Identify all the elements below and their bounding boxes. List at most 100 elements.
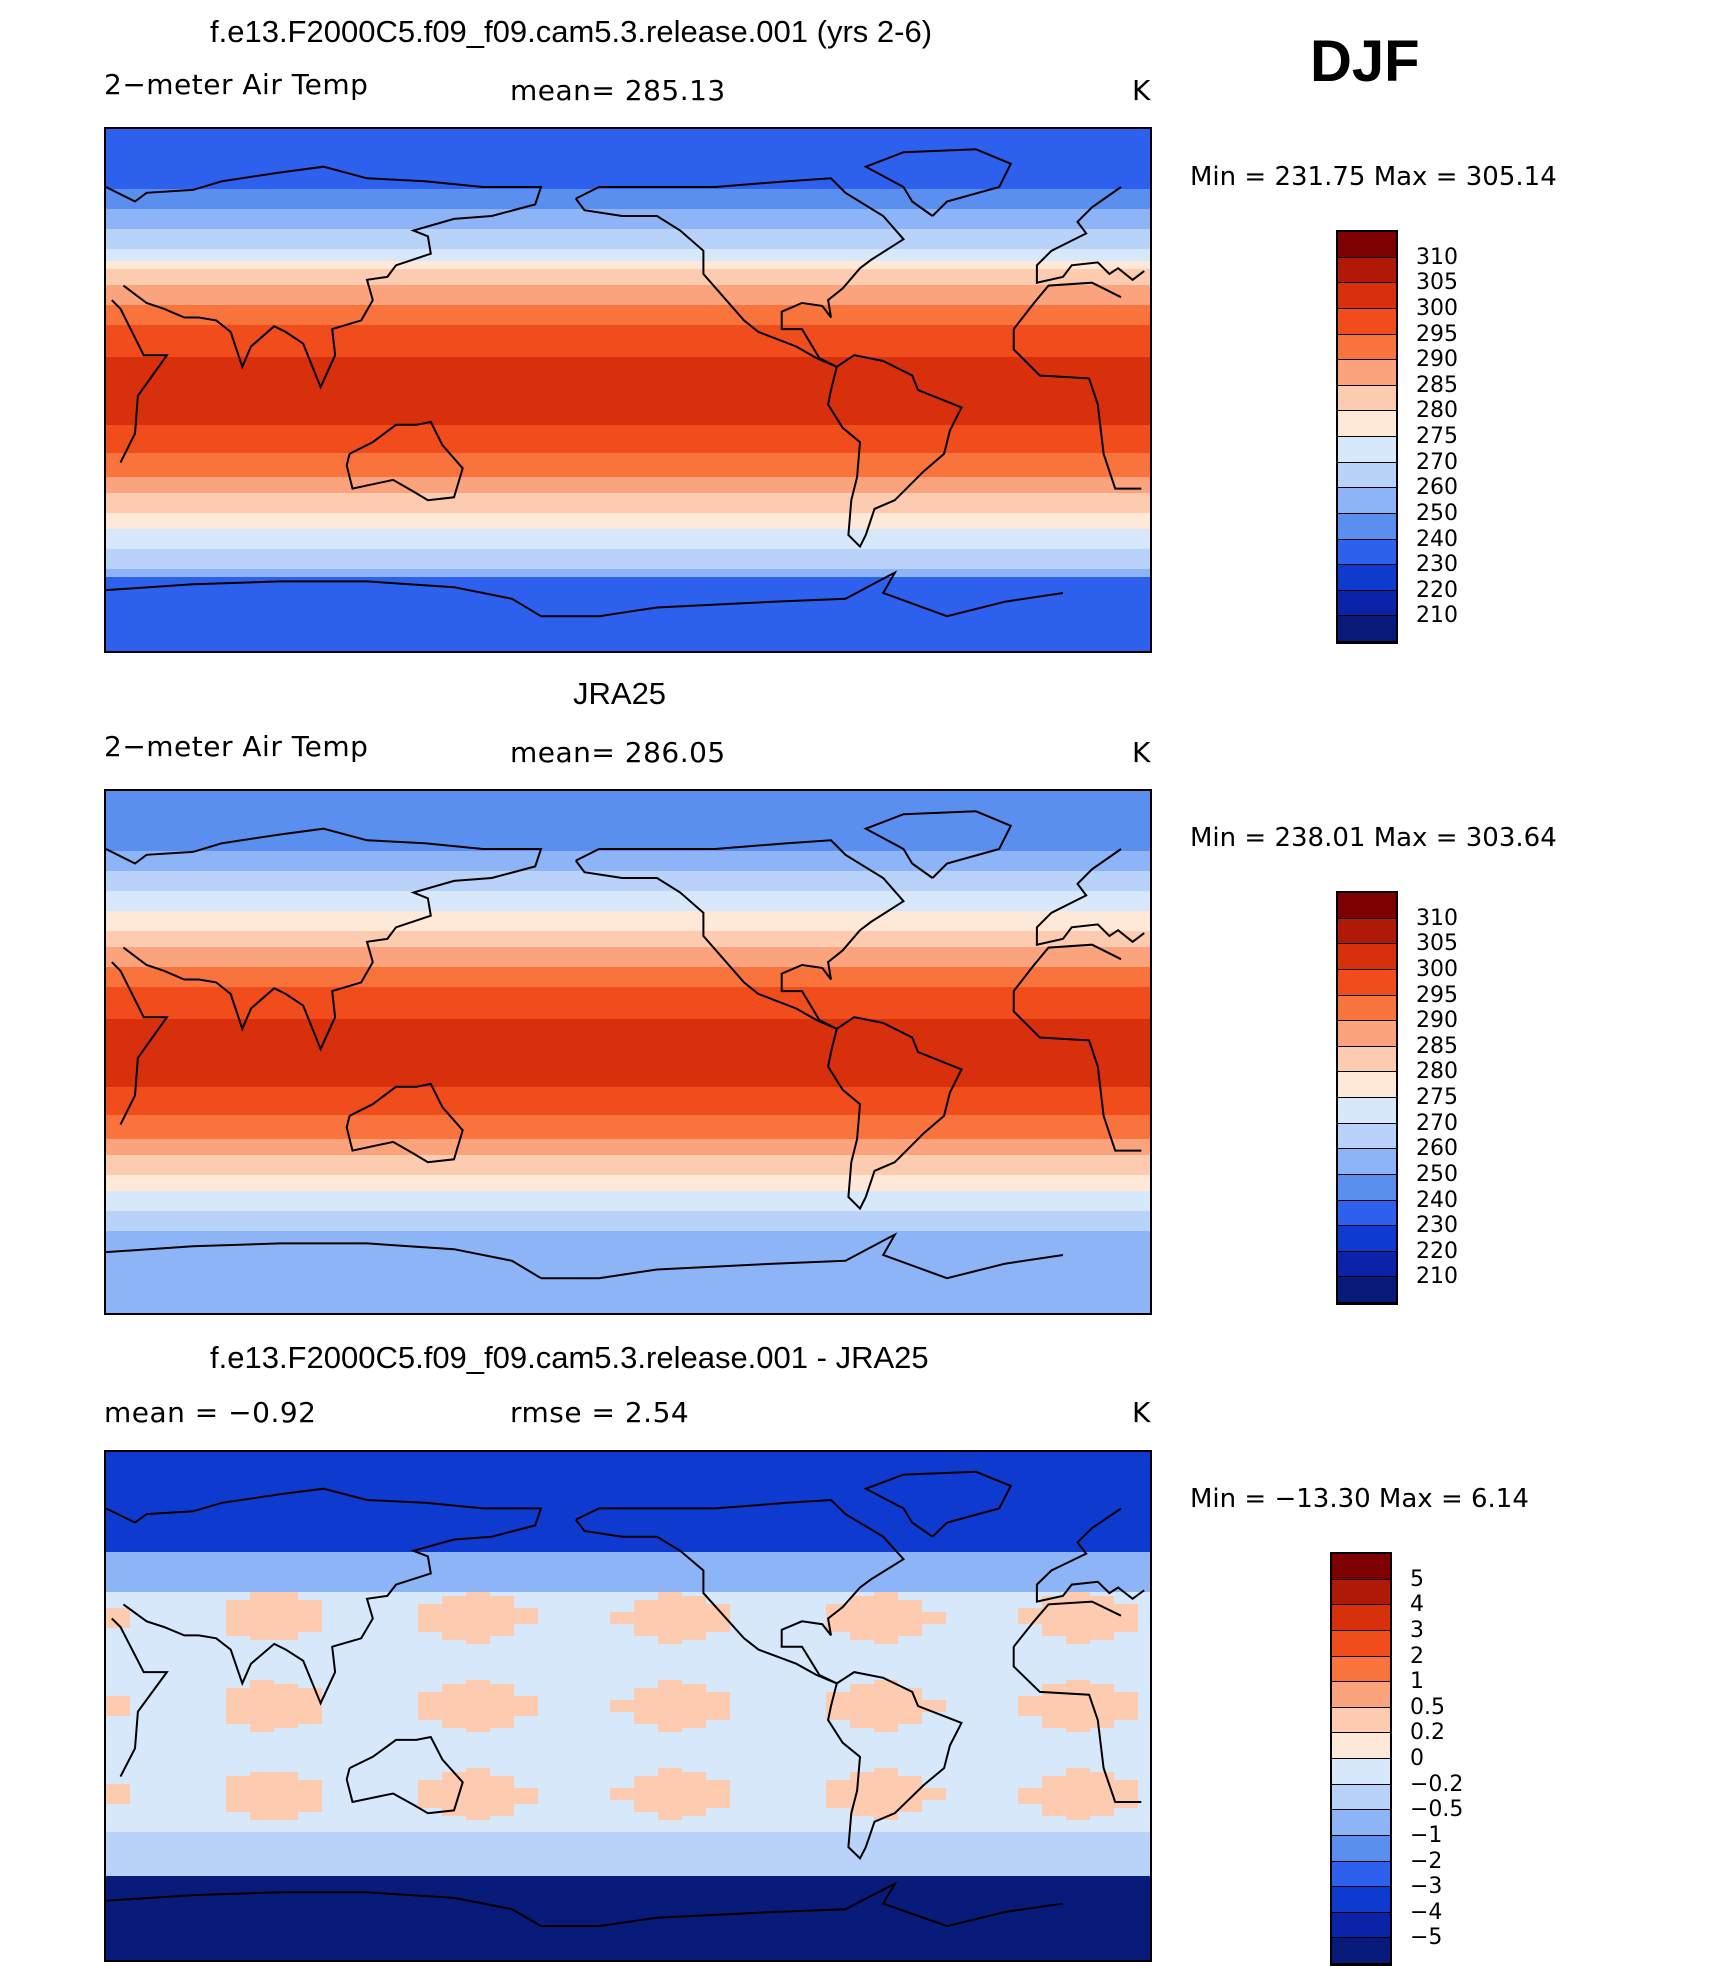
field-cell — [1138, 493, 1150, 498]
field-cell — [922, 385, 947, 390]
field-cell — [370, 357, 395, 362]
field-cell — [946, 369, 971, 374]
field-cell — [586, 369, 611, 374]
field-cell — [514, 525, 539, 530]
field-cell — [490, 245, 515, 250]
field-cell — [682, 149, 707, 154]
field-cell — [178, 505, 203, 510]
field-cell — [562, 245, 587, 250]
field-cell — [538, 161, 563, 166]
field-cell — [1018, 205, 1043, 210]
field-cell — [970, 457, 995, 462]
field-cell — [1114, 357, 1139, 362]
field-cell — [658, 137, 683, 142]
field-cell — [802, 541, 827, 546]
field-cell — [154, 421, 179, 426]
field-cell — [298, 181, 323, 186]
field-cell — [850, 205, 875, 210]
field-cell — [538, 169, 563, 174]
field-cell — [778, 417, 803, 422]
field-cell — [1018, 193, 1043, 198]
field-cell — [562, 493, 587, 498]
field-cell — [154, 549, 179, 554]
field-cell — [370, 513, 395, 518]
field-cell — [538, 397, 563, 402]
field-cell — [178, 353, 203, 358]
field-cell — [730, 293, 755, 298]
field-cell — [226, 537, 251, 542]
field-cell — [850, 213, 875, 218]
field-cell — [1018, 469, 1043, 474]
field-cell — [682, 577, 707, 582]
field-cell — [202, 305, 227, 310]
field-cell — [370, 417, 395, 422]
field-cell — [634, 477, 659, 482]
field-cell — [418, 357, 443, 362]
field-cell — [274, 229, 299, 234]
field-cell — [778, 569, 803, 574]
field-cell — [658, 205, 683, 210]
field-cell — [826, 197, 851, 202]
field-cell — [202, 257, 227, 262]
field-cell — [706, 485, 731, 490]
field-cell — [970, 213, 995, 218]
field-cell — [226, 357, 251, 362]
field-cell — [418, 417, 443, 422]
field-cell — [826, 201, 851, 206]
field-cell — [130, 505, 155, 510]
field-cell — [682, 313, 707, 318]
field-cell — [490, 225, 515, 230]
field-cell — [610, 481, 635, 486]
field-cell — [1018, 349, 1043, 354]
field-cell — [514, 325, 539, 330]
field-cell — [778, 345, 803, 350]
field-cell — [106, 173, 131, 178]
field-cell — [706, 145, 731, 150]
field-cell — [970, 253, 995, 258]
field-cell — [1042, 545, 1067, 550]
field-cell — [610, 257, 635, 262]
field-cell — [370, 533, 395, 538]
field-cell — [1066, 501, 1091, 506]
field-cell — [970, 349, 995, 354]
field-cell — [226, 185, 251, 190]
field-cell — [706, 409, 731, 414]
field-cell — [274, 457, 299, 462]
field-cell — [1090, 173, 1115, 178]
field-cell — [946, 201, 971, 206]
field-cell — [874, 221, 899, 226]
field-cell — [226, 389, 251, 394]
field-cell — [610, 341, 635, 346]
field-cell — [682, 317, 707, 322]
field-cell — [898, 497, 923, 502]
field-cell — [298, 417, 323, 422]
field-cell — [1042, 213, 1067, 218]
field-cell — [1018, 373, 1043, 378]
field-cell — [298, 253, 323, 258]
field-cell — [130, 577, 155, 582]
field-cell — [730, 457, 755, 462]
field-cell — [946, 269, 971, 274]
field-cell — [178, 301, 203, 306]
field-cell — [418, 437, 443, 442]
field-cell — [346, 137, 371, 142]
field-cell — [1138, 345, 1150, 350]
field-cell — [898, 221, 923, 226]
field-cell — [1090, 421, 1115, 426]
field-cell — [106, 381, 131, 386]
field-cell — [130, 333, 155, 338]
field-cell — [178, 513, 203, 518]
field-cell — [586, 181, 611, 186]
field-cell — [154, 457, 179, 462]
field-cell — [970, 357, 995, 362]
field-cell — [970, 513, 995, 518]
field-cell — [826, 337, 851, 342]
field-cell — [418, 513, 443, 518]
field-cell — [202, 189, 227, 194]
field-cell — [802, 553, 827, 558]
field-cell — [394, 457, 419, 462]
field-cell — [346, 397, 371, 402]
field-cell — [490, 153, 515, 158]
field-cell — [586, 189, 611, 194]
field-cell — [1018, 213, 1043, 218]
